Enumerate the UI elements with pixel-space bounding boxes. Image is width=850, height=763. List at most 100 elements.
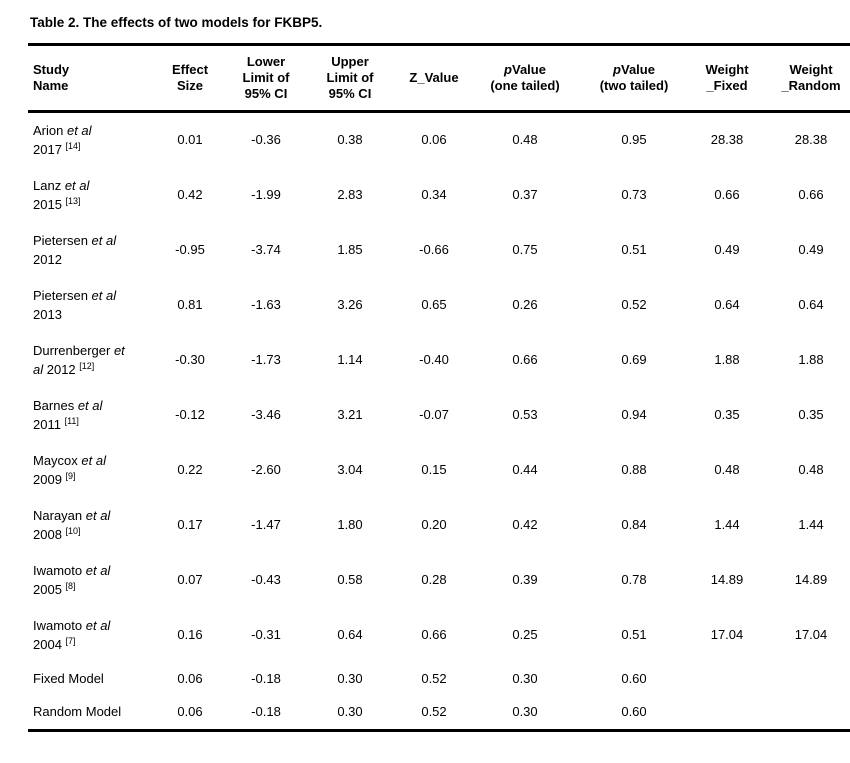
italic-text: et al	[81, 452, 106, 468]
study-name-cell: Fixed Model	[28, 663, 155, 696]
cell-z-value: 0.66	[421, 627, 447, 643]
table-row: Random Model 0.06 -0.18 0.30 0.52 0.30 0.60	[28, 696, 850, 731]
italic-text: et al	[66, 122, 92, 138]
text: 2011	[33, 417, 61, 432]
column-header-effect-size: Effect Size	[155, 44, 225, 113]
column-header-weight-fixed: Weight _Fixed	[693, 44, 761, 113]
italic-text: et al	[64, 177, 90, 193]
study-name-cell: Durrenberger et al 2012 [12]	[28, 333, 155, 388]
cell-weight-fixed: 17.04	[710, 627, 744, 643]
italic-text: p	[613, 61, 621, 77]
text: Fixed Model	[33, 671, 104, 687]
text: Z_Value	[409, 69, 459, 85]
cell-z-value: 0.20	[421, 517, 447, 533]
cell-lower-limit-95-ci: -0.36	[251, 132, 281, 148]
cell-lower-limit-95-ci: -1.73	[251, 352, 281, 368]
text: Iwamoto	[33, 617, 86, 633]
text: 2012	[43, 362, 80, 377]
cell-upper-limit-95-ci: 0.30	[337, 704, 363, 720]
column-header-p-value-two-tailed: pValue (two tailed)	[575, 44, 693, 113]
column-header-p-value-one-tailed: pValue (one tailed)	[475, 44, 575, 113]
cell-lower-limit-95-ci: -3.46	[251, 407, 281, 423]
cell-p-value-one-tailed: 0.48	[512, 132, 538, 148]
cell-weight-random: 0.64	[798, 297, 824, 313]
cell-weight-random: 0.66	[798, 187, 824, 203]
citation-superscript: [11]	[64, 416, 79, 426]
study-name-cell: Random Model	[28, 696, 155, 731]
cell-weight-fixed	[693, 696, 761, 731]
cell-lower-limit-95-ci: -1.47	[251, 517, 281, 533]
cell-weight-random: 17.04	[794, 627, 828, 643]
text: 2015	[33, 197, 62, 212]
cell-p-value-one-tailed: 0.37	[512, 187, 538, 203]
cell-effect-size: 0.16	[177, 627, 203, 643]
cell-upper-limit-95-ci: 0.38	[337, 132, 363, 148]
text: Iwamoto	[33, 562, 86, 578]
cell-effect-size: -0.95	[175, 242, 205, 258]
cell-weight-fixed: 0.48	[714, 462, 740, 478]
table-row: Maycox et al 2009 [9] 0.22 -2.60 3.04 0.15 0.…	[28, 443, 850, 498]
text: Upper Limit of 95% CI	[326, 53, 374, 102]
cell-lower-limit-95-ci: -1.63	[251, 297, 281, 313]
cell-weight-fixed: 14.89	[710, 572, 744, 588]
italic-text: et al	[85, 617, 111, 633]
study-name-cell: Arion et al 2017 [14]	[28, 112, 155, 169]
cell-p-value-two-tailed: 0.78	[621, 572, 647, 588]
cell-z-value: 0.06	[421, 132, 447, 148]
text: 2005	[33, 582, 62, 597]
text: Value (one tailed)	[490, 61, 560, 93]
cell-p-value-two-tailed: 0.60	[621, 671, 647, 687]
study-name-cell: Lanz et al 2015 [13]	[28, 168, 155, 223]
text: Arion	[33, 122, 67, 138]
cell-p-value-one-tailed: 0.75	[512, 242, 538, 258]
cell-p-value-one-tailed: 0.66	[512, 352, 538, 368]
cell-effect-size: 0.01	[177, 132, 203, 148]
citation-superscript: [9]	[65, 471, 76, 481]
citation-superscript: [13]	[65, 196, 81, 206]
cell-weight-random: 0.49	[798, 242, 824, 258]
cell-z-value: 0.65	[421, 297, 447, 313]
header-row: Study Name Effect Size Lower Limit of 95% …	[28, 44, 850, 113]
cell-weight-random	[761, 696, 850, 731]
cell-p-value-one-tailed: 0.53	[512, 407, 538, 423]
cell-effect-size: 0.81	[177, 297, 203, 313]
cell-weight-fixed: 1.88	[714, 352, 740, 368]
table-row: Pietersen et al 2012 -0.95 -3.74 1.85 -0.66 0…	[28, 223, 850, 278]
column-header-study-name: Study Name	[28, 44, 155, 113]
text: Barnes	[33, 397, 78, 413]
cell-p-value-two-tailed: 0.69	[621, 352, 647, 368]
cell-upper-limit-95-ci: 0.30	[337, 671, 363, 687]
cell-z-value: -0.40	[419, 352, 449, 368]
text: Durrenberger	[33, 342, 114, 358]
cell-z-value: 0.52	[421, 704, 447, 720]
cell-lower-limit-95-ci: -0.18	[251, 704, 281, 720]
cell-p-value-two-tailed: 0.88	[621, 462, 647, 478]
text: Pietersen	[33, 288, 92, 304]
cell-p-value-one-tailed: 0.39	[512, 572, 538, 588]
cell-p-value-one-tailed: 0.26	[512, 297, 538, 313]
italic-text: et al	[85, 562, 111, 578]
cell-effect-size: 0.06	[177, 671, 203, 687]
cell-p-value-two-tailed: 0.73	[621, 187, 647, 203]
text: Value (two tailed)	[599, 61, 669, 93]
italic-text: et al	[91, 288, 117, 304]
text: 2017	[33, 142, 62, 157]
cell-p-value-two-tailed: 0.84	[621, 517, 647, 533]
cell-upper-limit-95-ci: 2.83	[337, 187, 363, 203]
cell-weight-random: 1.44	[798, 517, 824, 533]
text: Pietersen	[33, 233, 92, 249]
cell-weight-random: 0.35	[798, 407, 824, 423]
cell-upper-limit-95-ci: 1.14	[337, 352, 363, 368]
column-header-upper-limit-95-ci: Upper Limit of 95% CI	[307, 44, 393, 113]
cell-effect-size: -0.12	[175, 407, 205, 423]
cell-weight-random: 1.88	[798, 352, 824, 368]
italic-text: et al	[33, 342, 125, 377]
page: Table 2. The effects of two models for F…	[28, 15, 850, 732]
cell-p-value-two-tailed: 0.51	[621, 627, 647, 643]
cell-z-value: -0.66	[419, 242, 449, 258]
text: 2009	[33, 472, 62, 487]
table-row: Iwamoto et al 2004 [7] 0.16 -0.31 0.64 0.66 0…	[28, 608, 850, 663]
text: Narayan	[33, 507, 86, 523]
cell-p-value-one-tailed: 0.42	[512, 517, 538, 533]
cell-weight-fixed: 28.38	[710, 132, 744, 148]
